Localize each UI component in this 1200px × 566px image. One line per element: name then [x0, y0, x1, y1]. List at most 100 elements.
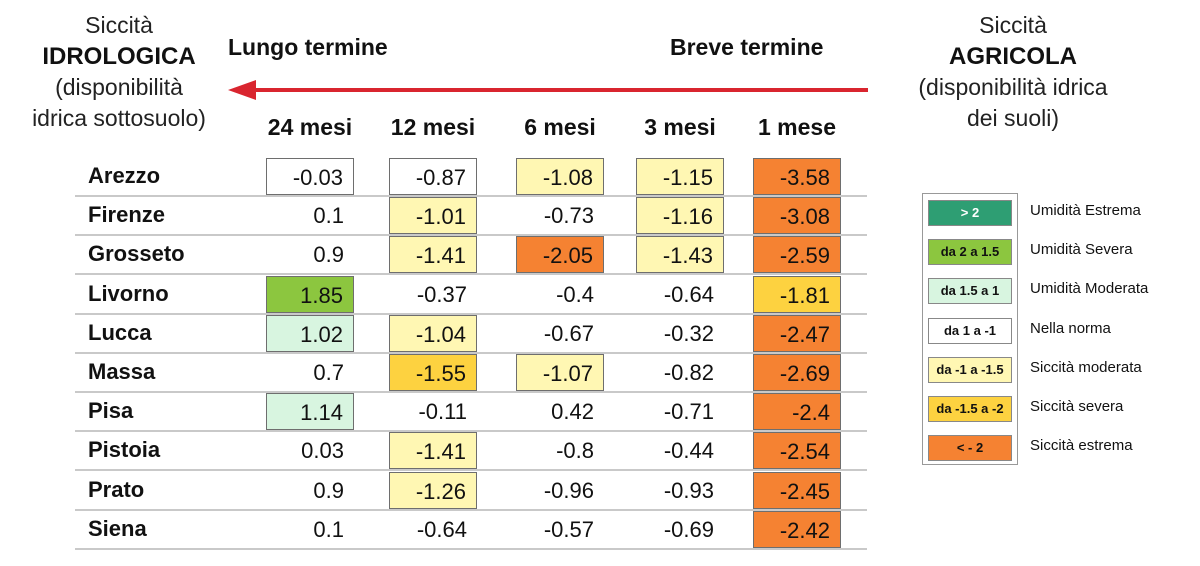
station-name: Grosseto	[88, 241, 185, 267]
legend-swatch: < - 2	[928, 435, 1012, 462]
table-cell: 1.14	[266, 393, 354, 431]
row-divider	[75, 234, 867, 237]
idrologica-header: Siccità IDROLOGICA (disponibilità idrica…	[8, 10, 230, 134]
table-cell: -0.11	[389, 393, 477, 431]
legend-label: Siccità moderata	[1030, 358, 1142, 376]
breve-termine-label: Breve termine	[670, 34, 824, 60]
row-divider	[75, 351, 867, 354]
table-cell: 0.03	[266, 432, 354, 470]
legend-swatch: da 2 a 1.5	[928, 239, 1012, 266]
row-divider	[75, 508, 867, 511]
table-cell: -0.03	[266, 158, 354, 195]
station-name: Pistoia	[88, 437, 161, 463]
station-name: Firenze	[88, 202, 166, 228]
table-cell: -2.4	[753, 393, 841, 431]
lungo-termine-label: Lungo termine	[228, 34, 388, 60]
table-cell: -0.64	[389, 510, 477, 548]
agricola-line3: (disponibilità idrica	[918, 74, 1108, 100]
idrologica-line4: idrica sottosuolo)	[32, 105, 206, 131]
table-cell: -1.81	[753, 275, 841, 313]
legend-label: Umidità Estrema	[1030, 202, 1141, 219]
agricola-line4: dei suoli)	[966, 105, 1060, 131]
table-cell: -2.59	[753, 236, 841, 274]
table-cell: -1.15	[636, 158, 724, 195]
table-cell: -3.08	[753, 197, 841, 235]
station-name: Massa	[88, 359, 156, 384]
legend-swatch: da -1.5 a -2	[928, 396, 1012, 422]
table-cell: -2.45	[753, 471, 841, 509]
table-cell: -1.04	[389, 314, 477, 352]
row-divider	[75, 547, 867, 550]
column-header: 12 mesi	[390, 114, 476, 140]
legend-label: Umidità Severa	[1030, 241, 1133, 259]
legend-label: Umidità Moderata	[1030, 280, 1149, 298]
table-cell: -0.82	[636, 354, 724, 391]
table-cell: -0.93	[636, 471, 724, 509]
column-header: 24 mesi	[267, 114, 353, 140]
idrologica-line1: Siccità	[85, 12, 153, 38]
idrologica-title: IDROLOGICA	[42, 43, 196, 70]
row-divider	[75, 430, 867, 433]
table-cell: -0.64	[636, 275, 724, 313]
table-cell: -2.54	[753, 432, 841, 470]
station-name: Livorno	[88, 280, 169, 306]
table-cell: -0.8	[516, 432, 604, 470]
table-cell: 1.02	[266, 314, 354, 352]
legend-swatch: da 1 a -1	[928, 317, 1012, 344]
table-cell: 0.9	[266, 471, 354, 509]
table-cell: -1.41	[389, 432, 477, 470]
table-cell: -0.67	[516, 314, 604, 352]
legend-label: Nella norma	[1030, 319, 1111, 337]
table-cell: -0.37	[389, 275, 477, 313]
table-cell: -1.01	[389, 197, 477, 235]
table-cell: -0.4	[516, 275, 604, 313]
table-cell: -0.87	[389, 158, 477, 195]
table-cell: -0.32	[636, 314, 724, 352]
table-cell: 0.1	[266, 197, 354, 235]
column-header: 1 mese	[757, 114, 836, 140]
agricola-line1: Siccità	[979, 12, 1047, 38]
station-name: Pisa	[88, 398, 134, 424]
table-cell: -1.55	[389, 354, 477, 391]
arrow-left-icon	[228, 80, 868, 100]
table-cell: -0.96	[516, 471, 604, 509]
column-header: 3 mesi	[644, 114, 716, 140]
table-cell: -1.41	[389, 236, 477, 274]
table-cell: -0.44	[636, 432, 724, 470]
row-divider	[75, 391, 867, 393]
row-divider	[75, 195, 867, 197]
table-cell: -2.47	[753, 314, 841, 352]
row-divider	[75, 273, 867, 276]
station-name: Siena	[88, 515, 147, 541]
agricola-header: Siccità AGRICOLA (disponibilità idrica d…	[888, 10, 1138, 134]
table-cell: -1.26	[389, 471, 477, 509]
table-cell: -1.16	[636, 197, 724, 235]
table-cell: -0.69	[636, 510, 724, 548]
table-cell: -0.71	[636, 393, 724, 431]
table-cell: 0.1	[266, 510, 354, 548]
legend-swatch: da -1 a -1.5	[928, 356, 1012, 383]
legend-swatch: da 1.5 a 1	[928, 278, 1012, 305]
legend-swatch: > 2	[928, 200, 1012, 226]
table-cell: 1.85	[266, 275, 354, 313]
table-cell: -3.58	[753, 158, 841, 195]
row-divider	[75, 312, 867, 315]
column-header: 6 mesi	[524, 114, 596, 140]
station-name: Lucca	[88, 319, 152, 345]
legend-frame	[922, 193, 1018, 465]
table-cell: 0.9	[266, 236, 354, 274]
table-cell: -0.73	[516, 197, 604, 235]
table-cell: -0.57	[516, 510, 604, 548]
table-cell: -2.42	[753, 510, 841, 548]
table-cell: 0.42	[516, 393, 604, 431]
table-cell: -2.69	[753, 354, 841, 391]
table-cell: -1.43	[636, 236, 724, 274]
station-name: Arezzo	[88, 163, 161, 188]
table-cell: -1.08	[516, 158, 604, 195]
legend-label: Siccità severa	[1030, 398, 1124, 415]
idrologica-line3: (disponibilità	[55, 74, 183, 100]
table-cell: -2.05	[516, 236, 604, 274]
table-cell: 0.7	[266, 354, 354, 391]
legend-label: Siccità estrema	[1030, 437, 1133, 455]
row-divider	[75, 469, 867, 472]
